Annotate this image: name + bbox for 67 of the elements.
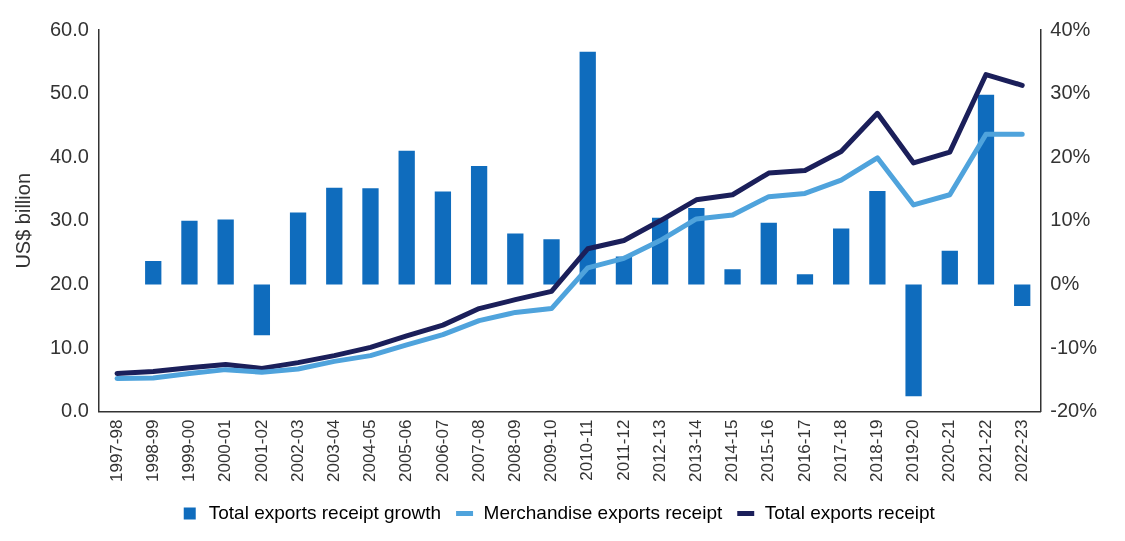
y-tick-label: 50.0	[49, 81, 89, 104]
x-tick-label: 2003-04	[323, 419, 343, 482]
y-tick-label: 40.0	[49, 144, 89, 167]
y2-tick-label: 10%	[1050, 208, 1091, 231]
x-tick-label: 2018-19	[867, 419, 887, 482]
y-tick-label: 0.0	[61, 399, 89, 422]
x-tick-label: 2014-15	[722, 419, 742, 482]
y2-tick-label: 20%	[1050, 144, 1091, 167]
y-tick-label: 60.0	[49, 17, 89, 40]
x-tick-label: 1999-00	[179, 419, 199, 482]
bar	[724, 269, 741, 285]
bar	[326, 187, 343, 285]
bar	[1014, 284, 1031, 307]
x-tick-label: 2022-23	[1011, 419, 1031, 482]
x-tick-label: 2015-16	[758, 419, 778, 482]
x-tick-label: 1998-99	[142, 419, 162, 482]
x-tick-label: 2009-10	[541, 419, 561, 482]
y-axis-title: US$ billion	[11, 173, 34, 269]
x-tick-label: 2000-01	[215, 419, 235, 482]
y-tick-label: 20.0	[49, 271, 89, 294]
x-tick-label: 2002-03	[287, 419, 307, 482]
x-tick-label: 1997-98	[106, 419, 126, 482]
bar	[362, 188, 379, 285]
bar	[905, 284, 922, 397]
x-tick-label: 2010-11	[577, 419, 597, 481]
bar	[217, 219, 234, 285]
x-tick-label: 2017-18	[830, 419, 850, 482]
bar	[145, 260, 162, 285]
x-tick-label: 2011-12	[613, 419, 633, 481]
y-tick-label: 10.0	[49, 335, 89, 358]
x-tick-label: 2007-08	[468, 419, 488, 482]
bar	[760, 222, 777, 285]
y-tick-label: 30.0	[49, 208, 89, 231]
legend-label: Total exports receipt growth	[208, 501, 442, 523]
y2-tick-label: -10%	[1050, 335, 1098, 358]
y2-tick-label: 0%	[1050, 271, 1080, 294]
bar	[181, 220, 198, 285]
bar	[470, 166, 488, 285]
bar	[796, 274, 814, 285]
bar	[869, 190, 886, 285]
bar	[289, 212, 307, 285]
bar	[579, 51, 596, 285]
x-tick-label: 2019-20	[903, 419, 923, 482]
x-tick-label: 2012-13	[649, 419, 669, 482]
x-tick-label: 2021-22	[975, 419, 995, 482]
y2-tick-label: 30%	[1050, 81, 1091, 104]
y2-tick-label: -20%	[1050, 399, 1098, 422]
bar	[507, 233, 524, 285]
bar	[941, 250, 958, 285]
bar	[398, 150, 415, 285]
bar	[434, 191, 452, 285]
x-tick-label: 2005-06	[396, 419, 416, 482]
y2-tick-label: 40%	[1050, 17, 1091, 40]
x-tick-label: 2020-21	[939, 419, 959, 482]
x-tick-label: 2016-17	[794, 419, 814, 482]
legend-label: Merchandise exports receipt	[483, 501, 723, 523]
x-tick-label: 2001-02	[251, 419, 271, 482]
legend-label: Total exports receipt	[764, 501, 936, 523]
bar	[543, 239, 560, 285]
x-tick-label: 2013-14	[686, 419, 706, 482]
bar	[688, 208, 705, 285]
x-tick-label: 2006-07	[432, 419, 452, 482]
bar	[977, 94, 995, 285]
x-tick-label: 2008-09	[505, 419, 524, 482]
bar	[833, 228, 850, 285]
x-tick-label: 2004-05	[360, 419, 380, 482]
bar	[253, 284, 270, 336]
